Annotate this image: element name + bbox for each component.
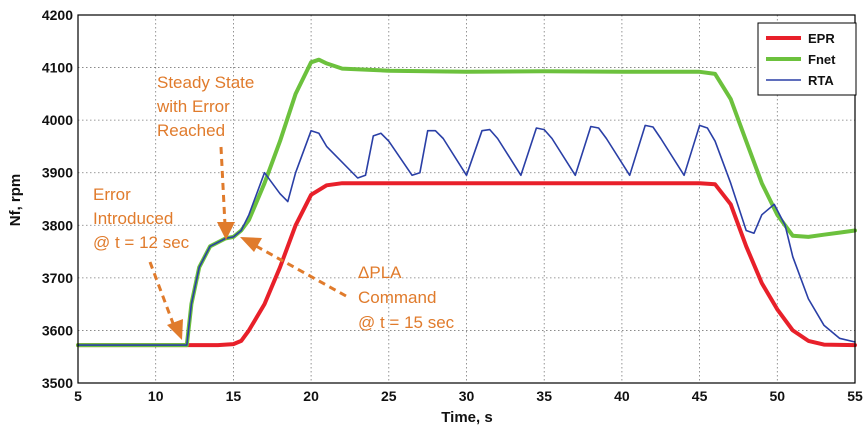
annotation-steady-state-arrow [217,146,235,240]
annotation-error-line-3: @ t = 12 sec [93,233,190,252]
x-tick-label: 5 [74,388,82,404]
legend-label-rta: RTA [808,73,834,88]
y-tick-label: 4000 [42,112,73,128]
x-tick-label: 10 [148,388,164,404]
x-tick-label: 40 [614,388,630,404]
annotation-steady-state: Steady State with Error Reached [156,73,254,240]
x-axis-label: Time, s [441,409,492,426]
annotation-pla-command: ΔPLA Command @ t = 15 sec [240,237,455,332]
legend: EPR Fnet RTA [757,22,857,96]
y-tick-label: 4200 [42,7,73,23]
legend-label-epr: EPR [808,31,835,46]
series-layer [76,57,857,348]
series-line-epr [76,181,857,348]
y-tick-label: 4100 [42,60,73,76]
plot-frame [77,14,856,384]
x-tick-label: 50 [770,388,786,404]
annotation-steady-state-line-3: Reached [157,121,225,140]
y-tick-label: 3800 [42,217,73,233]
annotation-error-line-1: Error [93,185,131,204]
y-tick-label: 3600 [42,322,73,338]
y-tick-label: 3500 [42,375,73,391]
x-tick-label: 55 [847,388,863,404]
x-tick-label: 20 [303,388,319,404]
x-tick-label: 30 [459,388,475,404]
y-axis-label: Nf, rpm [7,174,24,227]
series-line-rta [77,124,856,346]
annotation-steady-state-line-1: Steady State [157,73,254,92]
annotation-error-introduced: Error Introduced @ t = 12 sec [93,185,190,340]
annotation-error-line-2: Introduced [93,209,173,228]
y-tick-label: 3900 [42,165,73,181]
y-tick-label: 3700 [42,270,73,286]
ticks: 5 10 15 20 25 30 35 40 45 50 55 3500 3600 3700 3800 390… [42,7,863,404]
annotation-pla-arrow [240,237,347,298]
x-tick-label: 35 [536,388,552,404]
x-tick-label: 25 [381,388,397,404]
annotation-error-arrow [148,261,183,340]
annotation-steady-state-line-2: with Error [156,97,230,116]
annotation-pla-line-2: Command [358,288,436,307]
x-tick-label: 45 [692,388,708,404]
x-tick-label: 15 [226,388,242,404]
annotation-pla-line-3: @ t = 15 sec [358,313,455,332]
legend-label-fnet: Fnet [808,52,836,67]
annotation-pla-line-1: ΔPLA [358,263,402,282]
